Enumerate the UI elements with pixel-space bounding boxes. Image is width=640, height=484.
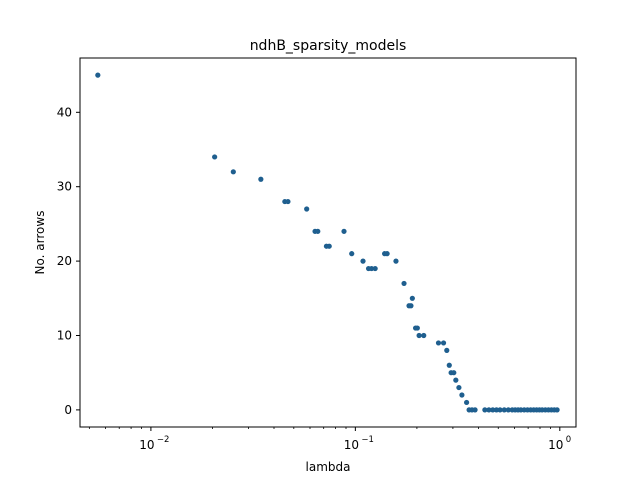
data-point xyxy=(401,280,407,287)
data-point xyxy=(393,258,399,264)
data-point xyxy=(490,407,496,413)
y-tick-label: 20 xyxy=(57,254,72,268)
y-axis-label: No. arrows xyxy=(33,211,47,275)
data-point xyxy=(440,340,447,346)
data-point xyxy=(501,407,507,413)
y-tick-label: 30 xyxy=(57,180,72,194)
data-point xyxy=(230,169,236,175)
data-point xyxy=(505,407,511,413)
x-tick-exponent: −2 xyxy=(157,435,170,445)
data-point xyxy=(446,362,452,368)
data-point xyxy=(421,332,427,339)
plot-frame xyxy=(79,57,577,428)
x-tick-exponent: 0 xyxy=(566,435,571,445)
data-points xyxy=(95,72,560,413)
data-point xyxy=(212,154,218,160)
data-point xyxy=(408,303,414,309)
data-point xyxy=(444,347,450,353)
chart-title: ndhB_sparsity_models xyxy=(250,38,407,54)
data-point xyxy=(451,370,457,376)
data-point xyxy=(435,340,442,346)
data-point xyxy=(554,407,560,413)
data-point xyxy=(341,228,347,234)
data-point xyxy=(497,407,503,413)
data-point xyxy=(372,265,378,272)
data-point xyxy=(482,407,488,413)
data-point xyxy=(315,228,321,234)
y-tick-label: 0 xyxy=(64,403,72,417)
data-point xyxy=(416,332,422,339)
data-point xyxy=(409,295,415,301)
data-point xyxy=(349,251,355,257)
data-point xyxy=(486,407,492,413)
x-tick-label: 10 xyxy=(344,438,359,452)
data-point xyxy=(472,407,478,413)
data-point xyxy=(456,384,462,391)
data-point xyxy=(368,265,375,272)
data-point xyxy=(95,72,101,78)
x-axis-label: lambda xyxy=(306,460,351,474)
data-point xyxy=(459,392,465,398)
data-point xyxy=(414,325,420,331)
y-tick-label: 10 xyxy=(57,328,72,342)
data-point xyxy=(285,198,291,205)
data-point xyxy=(463,399,470,406)
data-point xyxy=(326,243,332,249)
data-point xyxy=(258,176,264,182)
data-point xyxy=(304,206,310,212)
x-tick-exponent: −1 xyxy=(361,435,374,445)
data-point xyxy=(384,251,390,257)
data-point xyxy=(360,258,366,264)
x-tick-label: 10 xyxy=(139,438,154,452)
y-tick-label: 40 xyxy=(57,105,72,119)
x-tick-label: 10 xyxy=(548,438,563,452)
data-point xyxy=(453,377,459,383)
